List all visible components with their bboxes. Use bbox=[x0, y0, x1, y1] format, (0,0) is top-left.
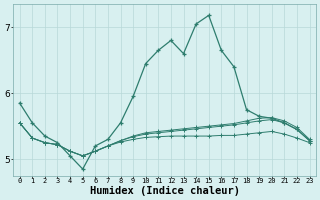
X-axis label: Humidex (Indice chaleur): Humidex (Indice chaleur) bbox=[90, 186, 240, 196]
